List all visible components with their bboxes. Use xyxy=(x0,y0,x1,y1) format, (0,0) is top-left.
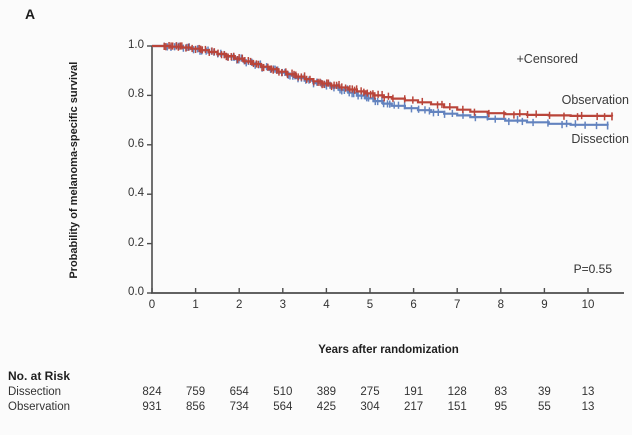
x-tick-label: 9 xyxy=(541,299,548,311)
y-axis-title: Probability of melanoma-specific surviva… xyxy=(67,61,80,279)
x-tick-label: 0 xyxy=(148,299,156,311)
x-tick-label: 4 xyxy=(323,299,330,311)
risk-value-dissection-year9: 39 xyxy=(537,386,551,398)
x-tick-label: 5 xyxy=(366,299,374,311)
x-tick-label: 8 xyxy=(497,299,504,311)
risk-value-dissection-year0: 824 xyxy=(142,386,162,398)
risk-value-observation-year3: 564 xyxy=(273,401,293,413)
risk-value-observation-year8: 95 xyxy=(494,401,508,413)
legend-dissection-label: Dissection xyxy=(571,132,629,146)
p-value-annotation: P=0.55 xyxy=(573,262,612,276)
risk-row-label-dissection: Dissection xyxy=(8,386,62,398)
risk-value-observation-year10: 13 xyxy=(581,401,595,413)
risk-row-label-observation: Observation xyxy=(8,401,71,413)
risk-table-title: No. at Risk xyxy=(8,369,71,383)
panel-label: A xyxy=(25,6,36,22)
risk-value-dissection-year4: 389 xyxy=(316,386,336,398)
observation-curve xyxy=(152,44,614,117)
y-tick-label: 0.8 xyxy=(128,88,144,101)
x-tick-label: 7 xyxy=(453,299,461,311)
risk-value-observation-year6: 217 xyxy=(404,401,424,413)
risk-value-dissection-year3: 510 xyxy=(273,386,293,398)
risk-value-dissection-year5: 275 xyxy=(360,386,380,398)
x-tick-label: 10 xyxy=(581,299,595,311)
y-tick-label: 0.4 xyxy=(128,187,144,200)
y-tick-label: 0.0 xyxy=(128,286,144,298)
risk-value-dissection-year1: 759 xyxy=(186,386,206,398)
risk-value-dissection-year6: 191 xyxy=(404,386,424,398)
risk-value-observation-year7: 151 xyxy=(447,401,467,413)
risk-value-observation-year0: 931 xyxy=(142,401,162,413)
x-tick-label: 6 xyxy=(410,299,417,311)
y-tick-label: 0.6 xyxy=(128,137,144,150)
x-tick-label: 3 xyxy=(279,299,286,311)
risk-value-dissection-year10: 13 xyxy=(581,386,595,398)
x-tick-label: 1 xyxy=(192,299,199,311)
x-axis-title: Years after randomization xyxy=(318,344,459,356)
legend-censored-label: +Censored xyxy=(516,52,579,66)
risk-value-observation-year2: 734 xyxy=(229,401,249,413)
risk-value-observation-year1: 856 xyxy=(186,401,206,413)
risk-value-observation-year4: 425 xyxy=(316,401,336,413)
risk-value-observation-year9: 55 xyxy=(537,401,551,413)
y-tick-label: 0.2 xyxy=(128,236,144,249)
legend-observation-label: Observation xyxy=(561,93,629,107)
risk-value-observation-year5: 304 xyxy=(360,401,380,413)
y-tick-label: 1.0 xyxy=(128,39,144,51)
x-tick-label: 2 xyxy=(235,299,243,311)
risk-value-dissection-year8: 83 xyxy=(494,386,508,398)
risk-value-dissection-year7: 128 xyxy=(447,386,467,398)
risk-value-dissection-year2: 654 xyxy=(229,386,249,398)
